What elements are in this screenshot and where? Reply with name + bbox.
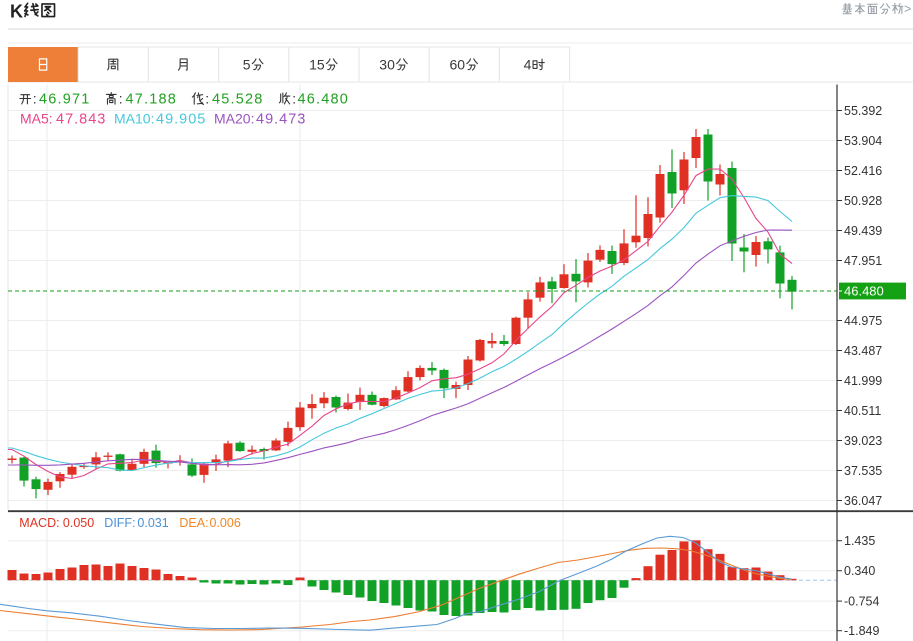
- svg-text:4: 4: [524, 57, 532, 73]
- svg-text:MACD:: MACD:: [19, 516, 59, 530]
- svg-text:49.905: 49.905: [156, 112, 206, 128]
- svg-text:46.971: 46.971: [39, 92, 91, 108]
- svg-text:45.528: 45.528: [212, 92, 264, 108]
- svg-text:37.535: 37.535: [844, 464, 882, 478]
- svg-text:MA5:: MA5:: [20, 111, 53, 127]
- svg-text::: :: [119, 91, 123, 107]
- svg-text:46.480: 46.480: [844, 284, 884, 299]
- svg-text:47.188: 47.188: [126, 92, 178, 108]
- svg-text:K: K: [10, 2, 23, 22]
- svg-text:50.928: 50.928: [844, 194, 882, 208]
- svg-text:5: 5: [243, 57, 251, 73]
- svg-text::: :: [205, 91, 209, 107]
- svg-text:0.050: 0.050: [63, 516, 94, 530]
- svg-text:39.023: 39.023: [844, 434, 882, 448]
- svg-text:49.439: 49.439: [844, 224, 882, 238]
- svg-text:53.904: 53.904: [844, 134, 882, 148]
- svg-text:49.473: 49.473: [256, 112, 306, 128]
- svg-text:60: 60: [450, 57, 466, 73]
- svg-text:43.487: 43.487: [844, 344, 882, 358]
- svg-text:MA10:: MA10:: [114, 111, 154, 127]
- svg-text:44.975: 44.975: [844, 314, 882, 328]
- svg-text:>: >: [904, 2, 911, 16]
- svg-text:DEA:: DEA:: [179, 516, 208, 530]
- svg-text:40.511: 40.511: [844, 404, 881, 418]
- svg-text:30: 30: [379, 57, 395, 73]
- svg-text:MA20:: MA20:: [214, 111, 254, 127]
- svg-text::: :: [292, 91, 296, 107]
- svg-text:-1.849: -1.849: [844, 624, 879, 638]
- svg-text:36.047: 36.047: [844, 494, 882, 508]
- svg-text:0.006: 0.006: [210, 516, 241, 530]
- svg-text::: :: [33, 91, 37, 107]
- svg-text:47.951: 47.951: [844, 254, 882, 268]
- svg-text:DIFF:: DIFF:: [104, 516, 135, 530]
- svg-text:1.435: 1.435: [844, 534, 875, 548]
- svg-text:0.031: 0.031: [137, 516, 168, 530]
- svg-text:0.340: 0.340: [844, 564, 875, 578]
- svg-text:15: 15: [309, 57, 325, 73]
- svg-text:47.843: 47.843: [56, 112, 106, 128]
- svg-text:41.999: 41.999: [844, 374, 882, 388]
- svg-text:52.416: 52.416: [844, 164, 882, 178]
- svg-text:46.480: 46.480: [298, 92, 350, 108]
- svg-text:55.392: 55.392: [844, 104, 882, 118]
- svg-text:-0.754: -0.754: [844, 595, 879, 609]
